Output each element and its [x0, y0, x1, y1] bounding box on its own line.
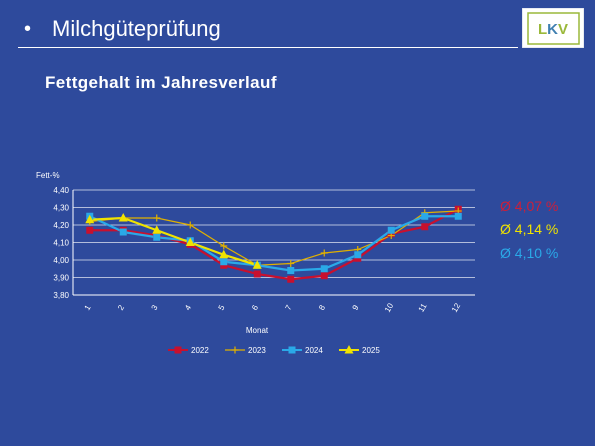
- legend-entry: 2025: [362, 346, 380, 355]
- data-point: [252, 260, 262, 269]
- x-tick-label: 2: [116, 303, 126, 312]
- average-2024: Ø 4,10 %: [500, 245, 559, 261]
- x-tick-label: 8: [317, 303, 327, 312]
- title-bullet: •: [24, 18, 32, 40]
- y-tick-label: 3,90: [53, 274, 69, 283]
- y-tick-label: 4,20: [53, 221, 69, 230]
- data-point: [119, 228, 127, 236]
- data-point: [387, 226, 395, 234]
- y-tick-label: 4,40: [53, 186, 69, 195]
- legend-entry: 2022: [191, 346, 209, 355]
- x-tick-label: 3: [150, 303, 160, 312]
- data-point: [421, 212, 429, 220]
- x-tick-label: 9: [351, 303, 361, 312]
- page-title: Milchgüteprüfung: [52, 16, 221, 41]
- x-tick-label: 7: [284, 303, 294, 312]
- x-tick-label: 5: [217, 303, 227, 312]
- svg-text:LKV: LKV: [538, 21, 568, 38]
- data-point: [287, 275, 295, 283]
- data-point: [220, 242, 228, 250]
- lkv-logo-icon: LKV: [522, 8, 584, 48]
- series-line-2024: [89, 215, 459, 272]
- data-point: [185, 237, 195, 246]
- x-axis-label: Monat: [246, 326, 269, 335]
- data-point: [287, 260, 295, 267]
- data-point: [344, 345, 354, 354]
- data-point: [219, 249, 229, 259]
- data-point: [253, 270, 261, 278]
- data-point: [86, 226, 94, 234]
- legend-entry: 2023: [248, 346, 266, 355]
- data-point: [320, 265, 328, 273]
- legend-entry: 2024: [305, 346, 323, 355]
- average-2022: Ø 4,07 %: [500, 198, 559, 214]
- data-point: [454, 212, 462, 220]
- y-tick-label: 3,80: [53, 291, 69, 300]
- data-point: [152, 225, 162, 234]
- data-point: [288, 346, 296, 354]
- data-point: [186, 221, 194, 229]
- y-tick-label: 4,10: [53, 239, 69, 248]
- data-point: [174, 346, 182, 354]
- data-point: [231, 346, 239, 354]
- average-2023: Ø 4,14 %: [500, 221, 559, 237]
- data-point: [354, 251, 362, 259]
- data-point: [153, 233, 161, 241]
- series-line-2023: [89, 210, 459, 266]
- x-tick-label: 11: [417, 301, 429, 313]
- y-tick-label: 4,30: [53, 204, 69, 213]
- x-tick-label: 4: [183, 303, 193, 312]
- y-axis-label: Fett-%: [36, 171, 60, 180]
- x-tick-label: 12: [450, 301, 463, 314]
- data-point: [85, 214, 95, 224]
- x-tick-label: 10: [383, 301, 396, 314]
- data-point: [320, 272, 328, 280]
- y-tick-label: 4,00: [53, 256, 69, 265]
- data-point: [287, 267, 295, 274]
- chart-subtitle: Fettgehalt im Jahresverlauf: [45, 73, 277, 92]
- data-point: [118, 213, 128, 222]
- data-point: [421, 223, 429, 231]
- data-point: [153, 214, 161, 222]
- data-point: [220, 258, 228, 266]
- x-tick-label: 1: [83, 303, 93, 312]
- data-point: [320, 249, 328, 257]
- series-line-2022: [89, 208, 459, 281]
- x-tick-label: 6: [250, 303, 260, 312]
- series-line-2025: [89, 216, 258, 267]
- title-divider: [18, 47, 518, 48]
